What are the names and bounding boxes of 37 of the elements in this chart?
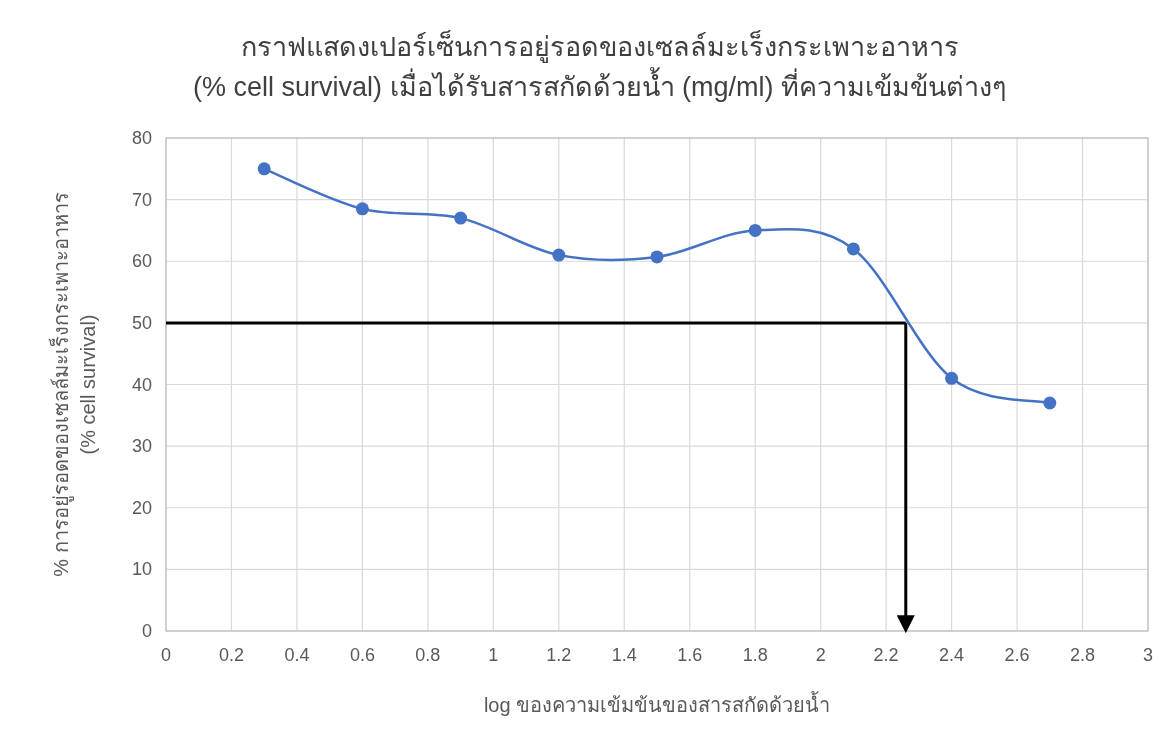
x-axis-title: log ของความเข้มข้นของสารสกัดด้วยน้ำ (483, 691, 831, 716)
chart-title: กราฟแสดงเปอร์เซ็นการอยู่รอดของเซลล์มะเร็งกระเพาะอาหาร (% cell survival) เมื่อได้รับสารสกัดด้วยน้ำ (mg/ml) ที่ความเข้มข้นต่างๆ (192, 29, 1008, 102)
x-tick-label: 2 (815, 645, 826, 665)
y-tick-label: 50 (131, 312, 152, 333)
point (846, 242, 860, 256)
x-tick-label: 1.6 (677, 645, 703, 665)
y-tick-label: 30 (131, 436, 152, 457)
x-tick-label: 1.8 (742, 645, 768, 665)
x-tick-label: 0.4 (284, 645, 310, 665)
x-tick-label: 1.2 (546, 645, 572, 665)
x-tick-label: 2.4 (939, 645, 965, 665)
x-tick-label: 2.8 (1070, 645, 1096, 665)
point (748, 223, 762, 237)
y-tick-label: 40 (131, 374, 152, 395)
point (552, 248, 566, 262)
y-tick-label: 60 (131, 251, 152, 272)
y-tick-label: 0 (141, 621, 152, 641)
point (257, 162, 271, 176)
x-tick-label: 3 (1142, 645, 1154, 665)
x-tick-label: 1 (488, 645, 499, 665)
x-tick-label: 1.4 (611, 645, 637, 665)
y-tick-label: 10 (131, 559, 152, 580)
x-tick-label: 0 (160, 645, 172, 665)
x-tick-label: 2.6 (1004, 645, 1030, 665)
point (454, 211, 468, 225)
point (945, 371, 959, 385)
y-axis-title: % การอยู่รอดของเซลล์มะเร็งกระเพาะอาหาร (% cell survival) (48, 192, 99, 577)
x-tick-label: 0.2 (218, 645, 244, 665)
x-tick-label: 0.6 (349, 645, 375, 665)
y-tick-label: 80 (131, 128, 152, 148)
point (1043, 396, 1057, 410)
x-tick-label: 0.8 (415, 645, 441, 665)
y-tick-label: 70 (131, 189, 152, 210)
x-tick-label: 2.2 (873, 645, 899, 665)
point (355, 202, 369, 216)
point (650, 250, 664, 264)
y-tick-label: 20 (131, 497, 152, 518)
